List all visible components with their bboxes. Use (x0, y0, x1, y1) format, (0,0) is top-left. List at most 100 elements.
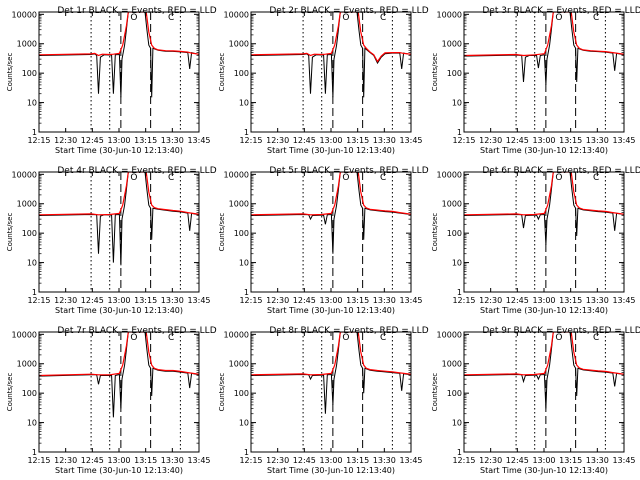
x-tick-label: 12:30 (266, 456, 289, 465)
y-tick-label: 10000 (437, 170, 462, 179)
time-marker-label: O (130, 173, 137, 183)
x-tick-label: 12:30 (266, 296, 289, 305)
y-tick-label: 10000 (224, 170, 249, 179)
panel-det-6: 12:15 12:30 12:45 13:00 13:15 13:30 13:45 1 10 10… (431, 166, 640, 315)
x-tick-label: 13:15 (346, 296, 369, 305)
y-tick-label: 100 (234, 69, 249, 78)
plot-frame (463, 171, 625, 293)
time-marker-label: O (555, 173, 562, 183)
lld-series-line (464, 172, 624, 216)
x-tick-label: 13:45 (187, 456, 210, 465)
x-tick-label: 12:15 (27, 456, 50, 465)
panel-title: Det 4r BLACK = Events, RED = LLD (57, 166, 216, 176)
plot-frame (250, 171, 412, 293)
lld-series-line (464, 332, 624, 376)
x-axis-label: Start Time (30-Jun-10 12:13:40) (267, 466, 395, 475)
x-tick-label: 13:30 (373, 136, 396, 145)
x-axis-label: Start Time (30-Jun-10 12:13:40) (267, 306, 395, 315)
x-tick-label: 12:45 (293, 456, 316, 465)
x-tick-label: 13:00 (319, 456, 342, 465)
y-axis-label: Counts/sec (431, 213, 439, 252)
x-tick-label: 13:45 (399, 136, 422, 145)
x-axis-label: Start Time (30-Jun-10 12:13:40) (480, 306, 608, 315)
x-tick-label: 13:15 (559, 296, 582, 305)
time-marker-label: O (130, 333, 137, 343)
y-tick-label: 100 (447, 389, 462, 398)
panel-det-1: 12:15 12:30 12:45 13:00 13:15 13:30 13:45 1 10 10… (6, 6, 217, 155)
plot-frame (38, 331, 200, 453)
panel-det-8: 12:15 12:30 12:45 13:00 13:15 13:30 13:45 1 10 10… (218, 326, 429, 475)
y-tick-label: 10000 (12, 170, 37, 179)
plot-frame (38, 11, 200, 133)
x-tick-label: 12:45 (506, 296, 529, 305)
time-marker-label: O (555, 13, 562, 23)
x-tick-label: 13:45 (187, 136, 210, 145)
plot-frame (250, 11, 412, 133)
y-axis-label: Counts/sec (6, 213, 14, 252)
x-tick-label: 13:15 (346, 456, 369, 465)
panel-det-4: 12:15 12:30 12:45 13:00 13:15 13:30 13:45 1 10 10… (6, 166, 217, 315)
lld-series-line (251, 332, 411, 376)
x-tick-label: 13:15 (559, 136, 582, 145)
x-tick-label: 12:45 (293, 136, 316, 145)
time-marker-label: C (380, 173, 386, 183)
y-tick-label: 10000 (224, 10, 249, 19)
events-series-line (39, 332, 199, 418)
time-marker-label: C (168, 13, 174, 23)
panel-title: Det 5r BLACK = Events, RED = LLD (269, 166, 428, 176)
y-tick-label: 10 (239, 259, 249, 268)
y-tick-label: 1000 (229, 200, 249, 209)
panel-title: Det 1r BLACK = Events, RED = LLD (57, 6, 216, 16)
x-tick-label: 13:45 (612, 296, 635, 305)
x-tick-label: 12:15 (239, 136, 262, 145)
panel-det-7: 12:15 12:30 12:45 13:00 13:15 13:30 13:45 1 10 10… (6, 326, 217, 475)
y-tick-label: 1 (32, 288, 37, 297)
x-tick-label: 13:00 (107, 456, 130, 465)
panel-det-3: 12:15 12:30 12:45 13:00 13:15 13:30 13:45 1 10 10… (431, 6, 640, 155)
panel-title: Det 2r BLACK = Events, RED = LLD (269, 6, 428, 16)
x-tick-label: 12:15 (27, 136, 50, 145)
y-tick-label: 10000 (12, 10, 37, 19)
y-tick-label: 100 (447, 229, 462, 238)
y-axis-label: Counts/sec (431, 373, 439, 412)
x-tick-label: 13:00 (532, 456, 555, 465)
y-tick-label: 1000 (442, 40, 462, 49)
x-tick-label: 13:00 (107, 296, 130, 305)
x-tick-label: 12:45 (81, 136, 104, 145)
x-tick-label: 12:30 (266, 136, 289, 145)
x-axis-label: Start Time (30-Jun-10 12:13:40) (267, 146, 395, 155)
x-tick-label: 12:45 (506, 456, 529, 465)
y-tick-label: 1 (457, 288, 462, 297)
x-tick-label: 13:45 (399, 296, 422, 305)
x-tick-label: 13:15 (134, 296, 157, 305)
x-tick-label: 13:30 (586, 456, 609, 465)
x-tick-label: 13:15 (559, 456, 582, 465)
x-tick-label: 13:00 (319, 136, 342, 145)
y-tick-label: 1 (244, 448, 249, 457)
lld-series-line (464, 12, 624, 57)
y-axis-label: Counts/sec (6, 373, 14, 412)
y-tick-label: 10 (27, 259, 37, 268)
y-tick-label: 10 (27, 419, 37, 428)
y-tick-label: 100 (22, 229, 37, 238)
x-tick-label: 13:45 (612, 136, 635, 145)
x-tick-label: 13:45 (612, 456, 635, 465)
time-marker-label: O (555, 333, 562, 343)
x-tick-label: 13:00 (107, 136, 130, 145)
x-tick-label: 13:00 (532, 136, 555, 145)
panel-title: Det 8r BLACK = Events, RED = LLD (269, 326, 428, 336)
y-tick-label: 1000 (17, 200, 37, 209)
x-tick-label: 12:15 (452, 296, 475, 305)
lld-series-line (251, 172, 411, 216)
y-tick-label: 10 (27, 99, 37, 108)
events-series-line (251, 332, 411, 414)
x-tick-label: 12:45 (81, 296, 104, 305)
time-marker-label: C (380, 333, 386, 343)
panel-title: Det 3r BLACK = Events, RED = LLD (482, 6, 640, 16)
y-tick-label: 100 (447, 69, 462, 78)
x-tick-label: 13:15 (134, 136, 157, 145)
x-tick-label: 12:15 (452, 456, 475, 465)
y-axis-label: Counts/sec (218, 213, 226, 252)
y-tick-label: 1 (32, 448, 37, 457)
x-tick-label: 13:30 (161, 296, 184, 305)
